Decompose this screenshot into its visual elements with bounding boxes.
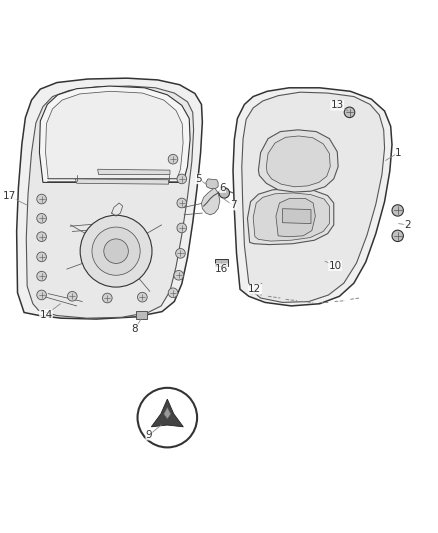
- Circle shape: [168, 288, 178, 297]
- Circle shape: [176, 248, 185, 258]
- Circle shape: [104, 239, 128, 263]
- Text: 7: 7: [230, 200, 237, 210]
- Polygon shape: [151, 399, 184, 427]
- Circle shape: [37, 232, 46, 241]
- Text: 1: 1: [395, 148, 402, 158]
- Polygon shape: [46, 91, 183, 179]
- Circle shape: [168, 155, 178, 164]
- Circle shape: [392, 230, 403, 241]
- Circle shape: [92, 227, 140, 275]
- Circle shape: [37, 214, 46, 223]
- Circle shape: [138, 388, 197, 447]
- Circle shape: [37, 290, 46, 300]
- Polygon shape: [206, 179, 218, 189]
- Polygon shape: [242, 92, 385, 302]
- Text: 2: 2: [404, 220, 411, 230]
- Polygon shape: [233, 88, 392, 306]
- Text: 10: 10: [328, 261, 342, 271]
- Text: 13: 13: [331, 100, 344, 110]
- Polygon shape: [258, 130, 338, 192]
- Text: 17: 17: [3, 191, 16, 201]
- Circle shape: [102, 293, 112, 303]
- Circle shape: [177, 223, 187, 233]
- Polygon shape: [98, 169, 170, 174]
- Polygon shape: [17, 78, 202, 319]
- Polygon shape: [247, 189, 334, 245]
- Circle shape: [344, 107, 355, 118]
- Circle shape: [37, 194, 46, 204]
- Polygon shape: [253, 193, 329, 241]
- Polygon shape: [215, 259, 228, 265]
- Polygon shape: [26, 86, 194, 318]
- Circle shape: [219, 188, 230, 198]
- Text: 16: 16: [215, 264, 228, 273]
- Circle shape: [177, 198, 187, 208]
- Circle shape: [177, 174, 187, 184]
- Polygon shape: [136, 311, 147, 319]
- Polygon shape: [164, 407, 171, 419]
- Text: 6: 6: [219, 183, 226, 192]
- Polygon shape: [39, 86, 190, 182]
- Polygon shape: [266, 136, 330, 187]
- Circle shape: [37, 271, 46, 281]
- Polygon shape: [75, 179, 169, 184]
- Text: 8: 8: [131, 324, 138, 334]
- Polygon shape: [276, 199, 315, 237]
- Circle shape: [174, 270, 184, 280]
- Circle shape: [138, 292, 147, 302]
- Circle shape: [67, 292, 77, 301]
- Text: 12: 12: [248, 284, 261, 294]
- Polygon shape: [201, 188, 220, 215]
- Circle shape: [37, 252, 46, 262]
- Circle shape: [392, 205, 403, 216]
- Circle shape: [80, 215, 152, 287]
- Text: 9: 9: [145, 430, 152, 440]
- Text: 14: 14: [39, 310, 53, 320]
- Polygon shape: [283, 209, 311, 223]
- Text: 5: 5: [195, 174, 202, 184]
